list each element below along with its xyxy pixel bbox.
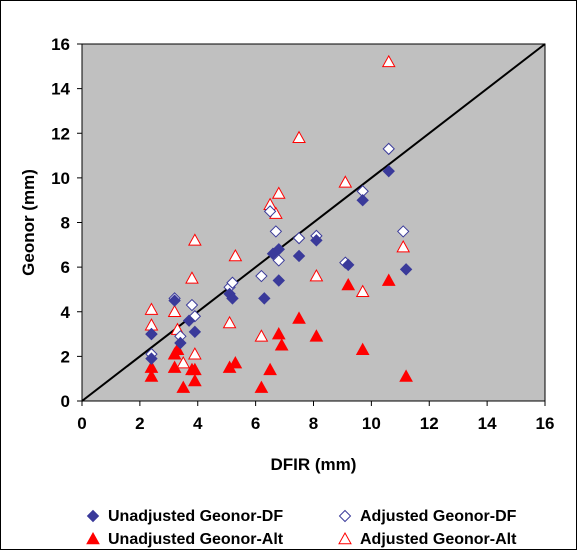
point-unadjusted-geonor-df <box>168 294 181 307</box>
point-unadjusted-geonor-alt <box>263 362 277 376</box>
y-tick-label: 6 <box>61 258 70 277</box>
y-tick-label: 8 <box>61 214 70 233</box>
point-unadjusted-geonor-df <box>145 352 158 365</box>
legend-label-unadjusted-geonor-alt: Unadjusted Geonor-Alt <box>108 531 284 548</box>
point-adjusted-geonor-alt <box>188 347 202 360</box>
point-adjusted-geonor-df <box>292 231 306 245</box>
point-unadjusted-geonor-df <box>272 243 285 256</box>
x-tick-label: 10 <box>362 414 381 433</box>
point-adjusted-geonor-alt <box>355 284 370 297</box>
point-adjusted-geonor-alt <box>144 302 159 315</box>
point-unadjusted-geonor-df <box>188 325 202 339</box>
point-unadjusted-geonor-df <box>342 258 355 272</box>
point-adjusted-geonor-df <box>226 276 239 289</box>
legend-label-adjusted-geonor-df: Adjusted Geonor-DF <box>360 508 517 525</box>
point-adjusted-geonor-df <box>382 142 395 156</box>
point-unadjusted-geonor-alt <box>144 360 159 373</box>
point-unadjusted-geonor-alt <box>167 360 182 373</box>
y-tick-label: 2 <box>61 347 70 366</box>
point-unadjusted-geonor-df <box>226 292 239 305</box>
legend-marker-unadjusted-geonor-df <box>86 509 100 523</box>
point-adjusted-geonor-alt <box>396 240 411 253</box>
point-unadjusted-geonor-alt <box>292 311 306 324</box>
x-tick-label: 6 <box>251 414 260 433</box>
y-tick-label: 16 <box>51 35 70 54</box>
x-tick-label: 14 <box>478 414 497 433</box>
legend-marker-adjusted-geonor-alt <box>338 531 352 545</box>
point-adjusted-geonor-df <box>185 298 199 312</box>
x-axis-label: DFIR (mm) <box>271 455 357 474</box>
point-adjusted-geonor-alt <box>271 186 286 199</box>
one-to-one-line <box>81 43 546 402</box>
y-tick-label: 0 <box>61 392 70 411</box>
x-tick-label: 16 <box>536 414 555 433</box>
point-adjusted-geonor-df <box>255 269 268 283</box>
point-adjusted-geonor-alt <box>176 356 191 369</box>
point-adjusted-geonor-alt <box>188 233 202 246</box>
point-unadjusted-geonor-df <box>182 314 196 327</box>
point-unadjusted-geonor-df <box>399 263 413 276</box>
point-unadjusted-geonor-df <box>292 249 306 263</box>
point-unadjusted-geonor-alt <box>399 369 413 382</box>
x-tick-label: 8 <box>309 414 318 433</box>
point-unadjusted-geonor-alt <box>254 380 269 393</box>
point-adjusted-geonor-alt <box>309 269 324 282</box>
point-adjusted-geonor-alt <box>254 329 269 342</box>
point-unadjusted-geonor-df <box>258 292 271 305</box>
point-adjusted-geonor-alt <box>185 271 199 284</box>
y-tick-label: 10 <box>51 169 70 188</box>
point-unadjusted-geonor-alt <box>341 277 356 291</box>
point-unadjusted-geonor-df <box>356 193 369 207</box>
point-unadjusted-geonor-alt <box>228 356 243 369</box>
point-adjusted-geonor-df <box>396 225 410 238</box>
legend-marker-unadjusted-geonor-alt <box>86 531 100 545</box>
legend-label-adjusted-geonor-alt: Adjusted Geonor-Alt <box>360 531 517 548</box>
point-adjusted-geonor-alt <box>228 248 243 262</box>
point-unadjusted-geonor-df <box>174 336 187 350</box>
point-adjusted-geonor-alt <box>338 175 353 188</box>
y-axis-label: Geonor (mm) <box>19 169 38 276</box>
point-unadjusted-geonor-alt <box>176 380 191 393</box>
legend-marker-adjusted-geonor-df <box>338 509 352 523</box>
point-adjusted-geonor-df <box>269 225 283 238</box>
point-unadjusted-geonor-alt <box>188 362 202 376</box>
x-tick-label: 4 <box>193 414 203 433</box>
y-tick-label: 14 <box>51 80 70 99</box>
point-adjusted-geonor-alt <box>381 54 396 68</box>
point-adjusted-geonor-alt <box>167 304 182 318</box>
point-unadjusted-geonor-df <box>382 164 395 178</box>
legend-label-unadjusted-geonor-df: Unadjusted Geonor-DF <box>108 508 283 525</box>
point-adjusted-geonor-df <box>263 205 277 218</box>
point-unadjusted-geonor-df <box>310 234 323 247</box>
point-unadjusted-geonor-df <box>145 327 158 341</box>
y-tick-label: 12 <box>51 124 70 143</box>
x-tick-label: 2 <box>135 414 144 433</box>
x-tick-label: 12 <box>420 414 439 433</box>
point-unadjusted-geonor-alt <box>355 342 370 355</box>
point-unadjusted-geonor-alt <box>188 373 202 387</box>
point-adjusted-geonor-alt <box>222 315 237 329</box>
point-adjusted-geonor-alt <box>292 130 306 144</box>
point-unadjusted-geonor-alt <box>144 369 159 382</box>
x-tick-label: 0 <box>77 414 86 433</box>
point-unadjusted-geonor-alt <box>381 273 396 286</box>
point-unadjusted-geonor-alt <box>309 329 324 342</box>
point-unadjusted-geonor-df <box>272 274 285 287</box>
point-adjusted-geonor-df <box>272 254 285 267</box>
point-unadjusted-geonor-alt <box>271 327 286 340</box>
y-tick-label: 4 <box>61 303 71 322</box>
point-unadjusted-geonor-alt <box>274 338 289 351</box>
legend: Unadjusted Geonor-DF Adjusted Geonor-DF Un… <box>86 508 517 548</box>
